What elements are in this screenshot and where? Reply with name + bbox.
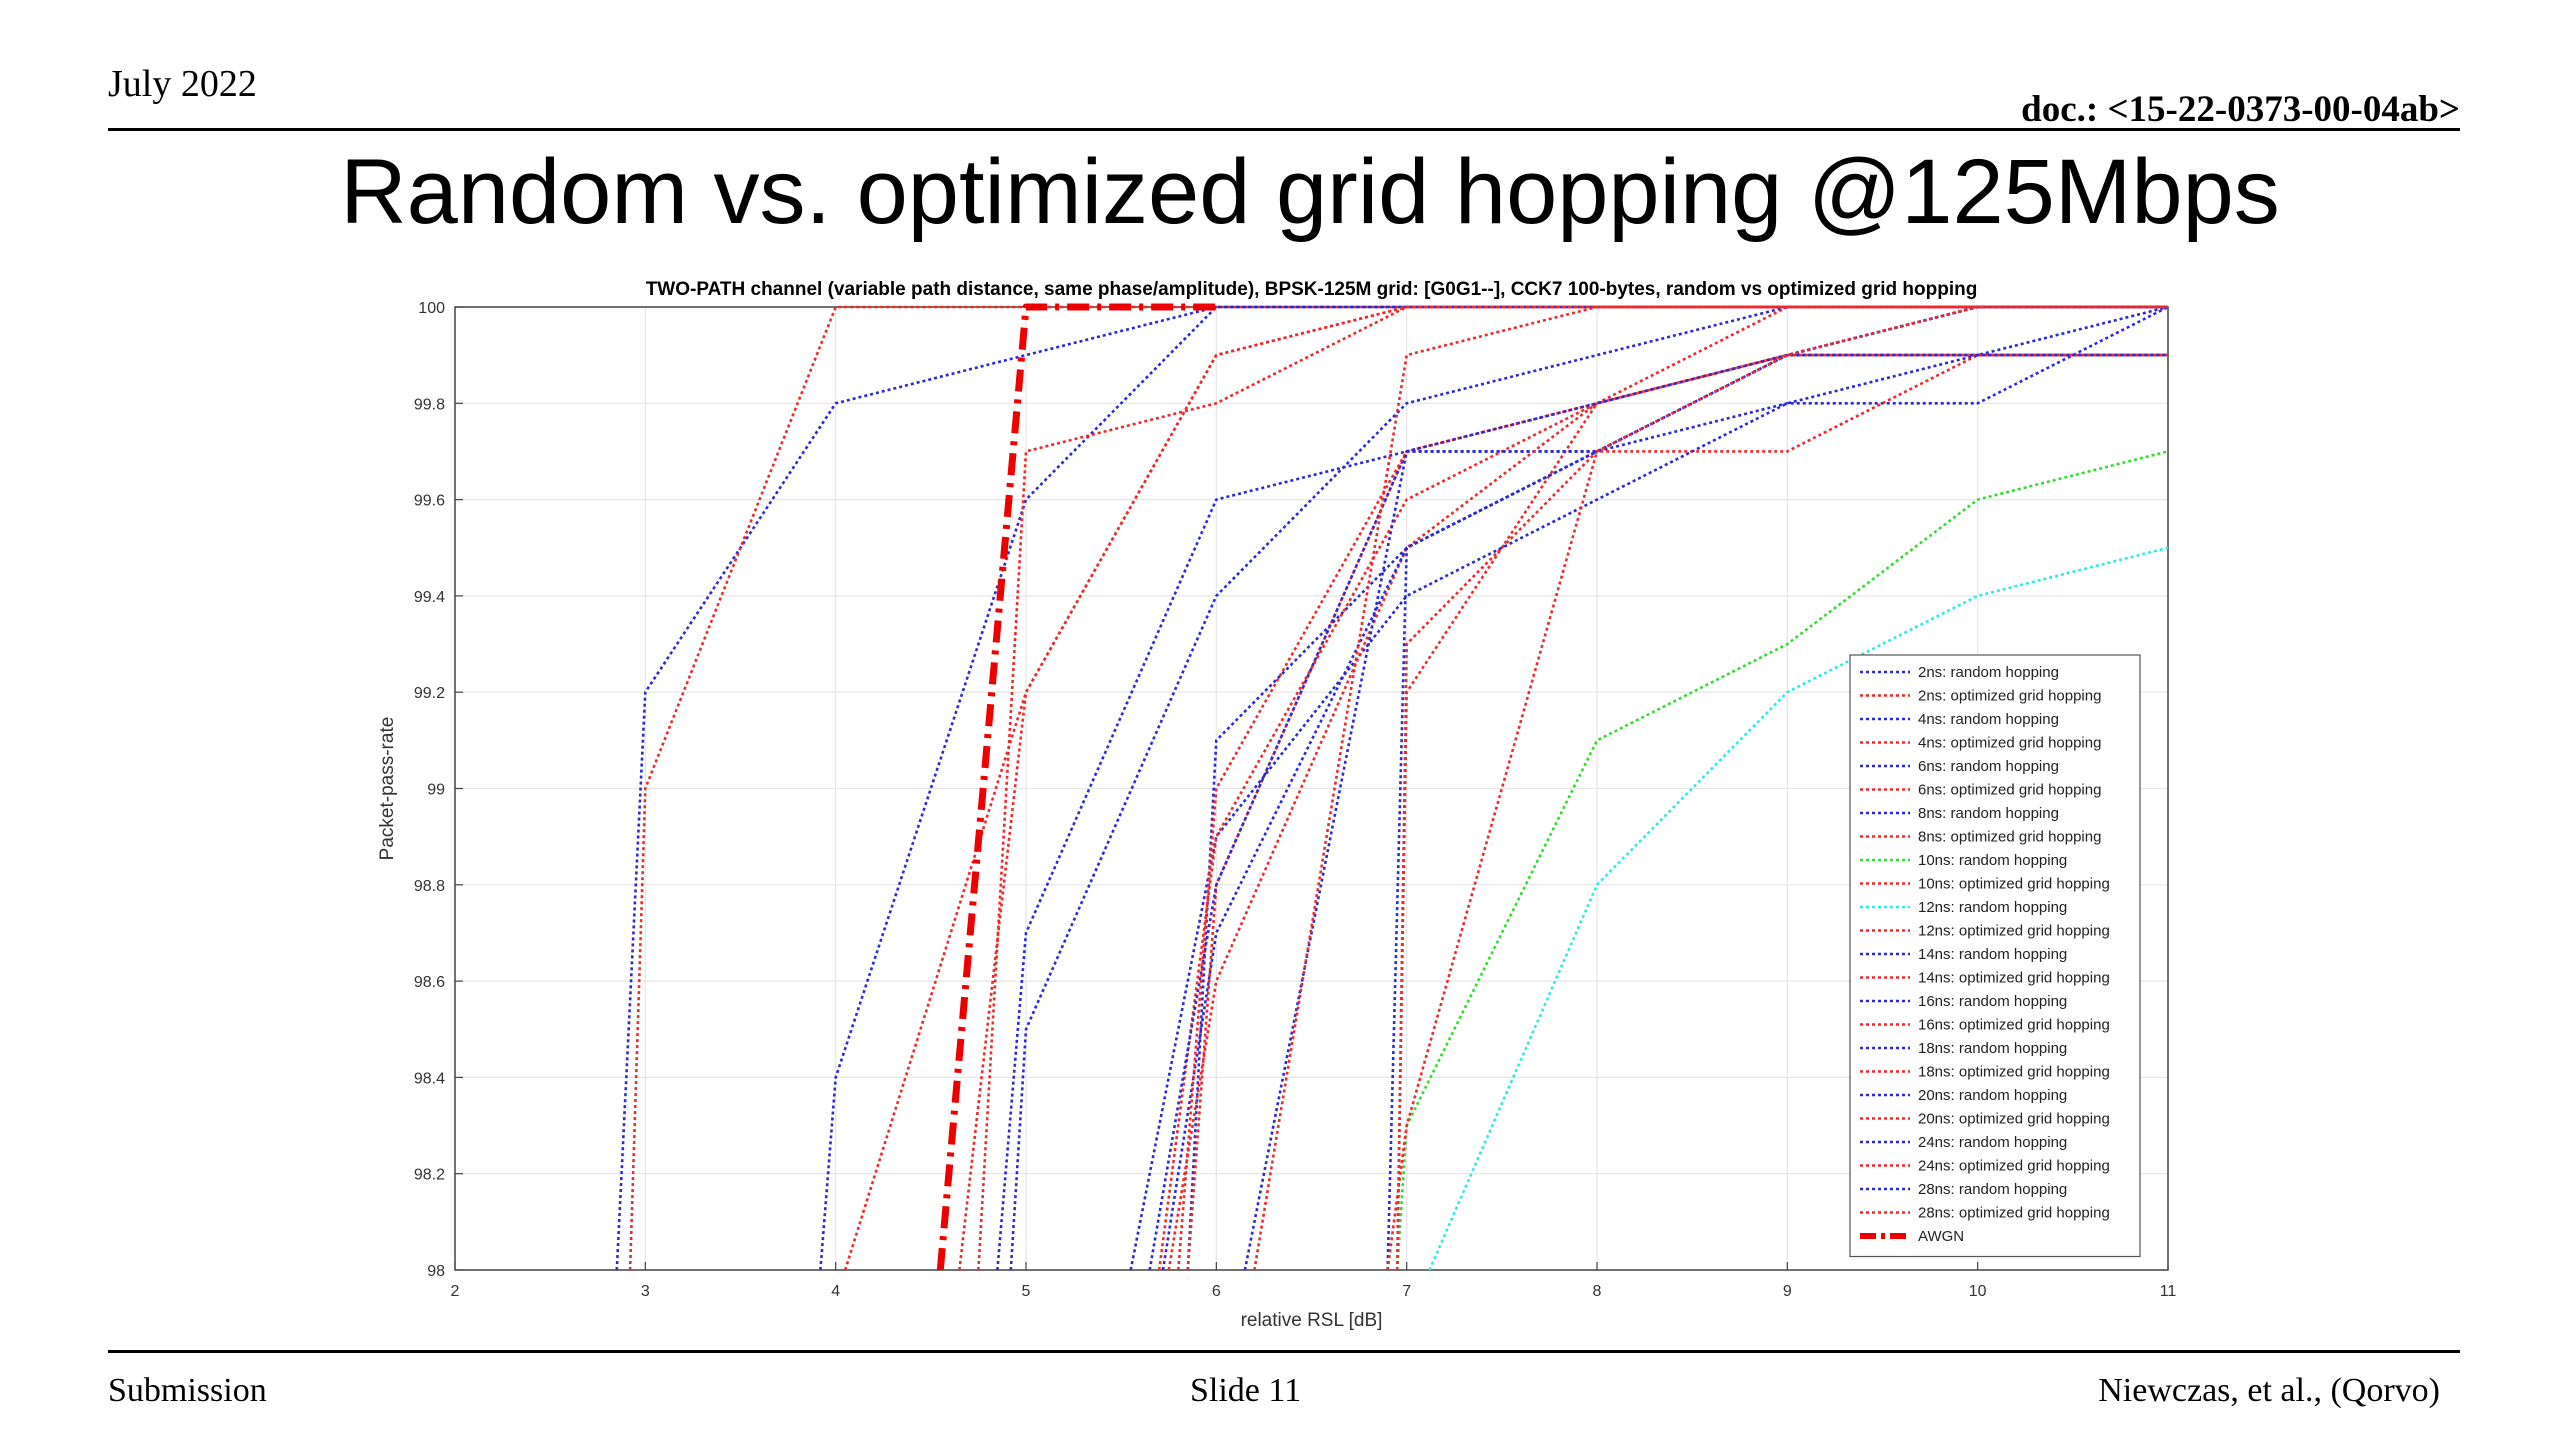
series-line-8 [1395, 450, 2169, 1271]
footer-slide-number: Slide 11 [1190, 1372, 1302, 1409]
series-line-5 [977, 305, 2168, 1271]
legend-entry: 28ns: random hopping [1918, 1181, 2067, 1198]
x-tick-label: 2 [451, 1283, 460, 1300]
x-tick-label: 7 [1402, 1283, 1411, 1300]
axis-ticks: 2 3 4 5 6 7 8 9 10 11 98 98.2 98.4 98.6 98.8 99 99.2 99.4… [414, 300, 2177, 1300]
x-axis-label: relative RSL [dB] [1241, 1310, 1383, 1331]
header-rule [108, 128, 2460, 131]
x-tick-label: 11 [2160, 1283, 2177, 1300]
y-tick-label: 98.2 [414, 1167, 445, 1184]
legend-entry: 28ns: optimized grid hopping [1918, 1205, 2110, 1222]
legend-entry: 16ns: optimized grid hopping [1918, 1017, 2110, 1034]
y-tick-label: 99.2 [414, 685, 445, 702]
footer-submission: Submission [108, 1372, 267, 1409]
x-tick-label: 6 [1212, 1283, 1221, 1300]
legend-entry: 8ns: optimized grid hopping [1918, 829, 2101, 846]
legend-entry: 24ns: optimized grid hopping [1918, 1158, 2110, 1175]
y-tick-label: 98.4 [414, 1070, 445, 1087]
y-tick-label: 99.6 [414, 493, 445, 510]
legend-entry: 14ns: random hopping [1918, 946, 2067, 963]
footer-rule [108, 1350, 2460, 1353]
x-tick-label: 9 [1783, 1283, 1792, 1300]
x-tick-label: 5 [1022, 1283, 1031, 1300]
grid [454, 306, 2169, 1271]
x-tick-label: 3 [641, 1283, 650, 1300]
legend-entry: 16ns: random hopping [1918, 993, 2067, 1010]
x-tick-label: 4 [831, 1283, 840, 1300]
y-tick-label: 99.4 [414, 589, 445, 606]
footer-authors: Niewczas, et al., (Qorvo) [2098, 1372, 2440, 1409]
legend-entry: 4ns: optimized grid hopping [1918, 735, 2101, 752]
x-tick-label: 8 [1593, 1283, 1602, 1300]
series-line-22 [1386, 305, 2168, 1271]
legend-entry: 24ns: random hopping [1918, 1134, 2067, 1151]
series-line-23 [1386, 305, 2168, 1271]
series-line-10 [1428, 546, 2169, 1271]
legend-entry: 20ns: optimized grid hopping [1918, 1111, 2110, 1128]
series-line-20 [1243, 353, 2168, 1271]
legend-entry: 8ns: random hopping [1918, 805, 2059, 822]
y-tick-label: 98.8 [414, 878, 445, 895]
legend-entry: 4ns: random hopping [1918, 711, 2059, 728]
series-line-14 [1129, 305, 2169, 1271]
legend-entry: 10ns: random hopping [1918, 852, 2067, 869]
legend-entry: 6ns: optimized grid hopping [1918, 782, 2101, 799]
chart-title: TWO-PATH channel (variable path distance… [646, 279, 1978, 300]
legend-entry: 18ns: random hopping [1918, 1040, 2067, 1057]
legend-entry: AWGN [1918, 1228, 1964, 1245]
y-tick-label: 99 [427, 782, 445, 799]
legend: 2ns: random hopping 2ns: optimized grid h… [1849, 654, 2141, 1258]
series-line-21 [1253, 305, 2168, 1271]
legend-entry: 14ns: optimized grid hopping [1918, 970, 2110, 987]
x-tick-label: 10 [1969, 1283, 1987, 1300]
series-group [615, 303, 2169, 1271]
legend-entry: 2ns: random hopping [1918, 664, 2059, 681]
series-line-24 [936, 303, 1217, 1271]
header-date: July 2022 [108, 63, 257, 105]
header-doc-number: doc.: <15-22-0373-00-04ab> [2021, 89, 2460, 130]
legend-entry: 18ns: optimized grid hopping [1918, 1064, 2110, 1081]
y-tick-label: 98 [427, 1263, 445, 1280]
slide-title: Random vs. optimized grid hopping @125Mb… [340, 141, 2280, 243]
y-axis-label: Packet-pass-rate [377, 717, 398, 861]
legend-entry: 20ns: random hopping [1918, 1087, 2067, 1104]
y-tick-label: 98.6 [414, 974, 445, 991]
y-tick-label: 99.8 [414, 396, 445, 413]
y-tick-label: 100 [418, 300, 445, 317]
legend-box [1849, 654, 2141, 1258]
legend-entry: 2ns: optimized grid hopping [1918, 688, 2101, 705]
legend-entry: 12ns: random hopping [1918, 899, 2067, 916]
legend-entry: 10ns: optimized grid hopping [1918, 876, 2110, 893]
legend-entry: 12ns: optimized grid hopping [1918, 923, 2110, 940]
legend-entry: 6ns: random hopping [1918, 758, 2059, 775]
